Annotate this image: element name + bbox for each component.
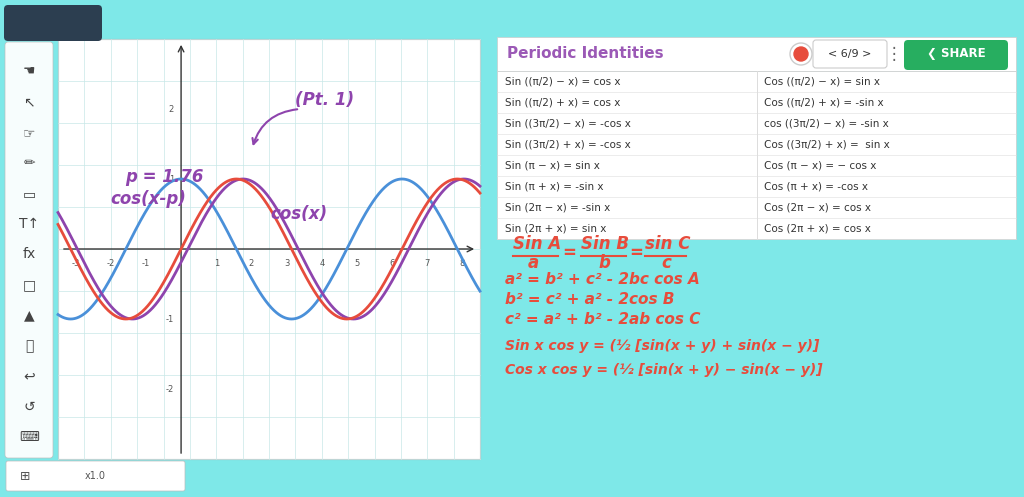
Text: Sin (π − x) = sin x: Sin (π − x) = sin x — [505, 161, 600, 170]
Text: 2: 2 — [249, 259, 254, 268]
Text: Sin x cos y = (½ [sin(x + y) + sin(x − y)]: Sin x cos y = (½ [sin(x + y) + sin(x − y… — [505, 339, 819, 353]
Text: Cos (2π − x) = cos x: Cos (2π − x) = cos x — [765, 202, 871, 213]
FancyBboxPatch shape — [497, 71, 1016, 239]
Text: p = 1.76: p = 1.76 — [125, 168, 204, 186]
FancyBboxPatch shape — [813, 40, 887, 68]
Text: < 6/9 >: < 6/9 > — [828, 49, 871, 59]
Text: 7: 7 — [425, 259, 430, 268]
Text: ↺: ↺ — [24, 400, 35, 414]
Text: Sin ((π/2) + x) = cos x: Sin ((π/2) + x) = cos x — [505, 97, 621, 107]
Text: Sin ((π/2) − x) = cos x: Sin ((π/2) − x) = cos x — [505, 77, 621, 86]
Text: cos(x): cos(x) — [270, 205, 327, 223]
Text: Cos (π − x) = − cos x: Cos (π − x) = − cos x — [765, 161, 877, 170]
FancyBboxPatch shape — [58, 39, 480, 459]
Text: fx: fx — [23, 248, 36, 261]
FancyBboxPatch shape — [6, 461, 185, 491]
Text: a: a — [528, 254, 540, 272]
Text: □: □ — [23, 278, 36, 292]
Text: (Pt. 1): (Pt. 1) — [295, 91, 354, 109]
Text: -1: -1 — [166, 315, 174, 324]
Text: Cos (2π + x) = cos x: Cos (2π + x) = cos x — [765, 224, 871, 234]
Text: ↩: ↩ — [24, 369, 35, 383]
Text: c² = a² + b² - 2ab cos C: c² = a² + b² - 2ab cos C — [505, 312, 700, 327]
Text: ⌂  HOME: ⌂ HOME — [27, 18, 80, 28]
Text: Sin A: Sin A — [513, 235, 561, 253]
Text: Cos ((3π/2) + x) =  sin x: Cos ((3π/2) + x) = sin x — [765, 140, 890, 150]
FancyBboxPatch shape — [904, 40, 1008, 70]
FancyBboxPatch shape — [497, 37, 1016, 71]
Text: Sin (π + x) = -sin x: Sin (π + x) = -sin x — [505, 181, 603, 191]
Text: ❮ SHARE: ❮ SHARE — [927, 48, 985, 61]
Text: ✏: ✏ — [24, 156, 35, 170]
Text: Sin (2π − x) = -sin x: Sin (2π − x) = -sin x — [505, 202, 610, 213]
Text: ▲: ▲ — [24, 308, 35, 323]
Text: =: = — [629, 244, 643, 262]
Text: Cos x cos y = (½ [sin(x + y) − sin(x − y)]: Cos x cos y = (½ [sin(x + y) − sin(x − y… — [505, 363, 822, 377]
Text: Sin B: Sin B — [581, 235, 629, 253]
Text: Sin ((3π/2) − x) = -cos x: Sin ((3π/2) − x) = -cos x — [505, 118, 631, 129]
Text: a² = b² + c² - 2bc cos A: a² = b² + c² - 2bc cos A — [505, 272, 699, 287]
Text: Periodic Identities: Periodic Identities — [507, 47, 664, 62]
Text: ↖: ↖ — [24, 95, 35, 109]
Circle shape — [794, 47, 808, 61]
Text: b: b — [598, 254, 610, 272]
Circle shape — [790, 43, 812, 65]
Text: Cos ((π/2) + x) = -sin x: Cos ((π/2) + x) = -sin x — [765, 97, 884, 107]
Text: ☞: ☞ — [23, 126, 35, 140]
Text: c: c — [662, 254, 671, 272]
Text: T↑: T↑ — [18, 217, 39, 231]
Text: 1: 1 — [169, 174, 174, 183]
Text: Sin (2π + x) = sin x: Sin (2π + x) = sin x — [505, 224, 606, 234]
Text: -1: -1 — [141, 259, 151, 268]
Text: 4: 4 — [319, 259, 325, 268]
Text: Cos ((π/2) − x) = sin x: Cos ((π/2) − x) = sin x — [765, 77, 881, 86]
Text: 6: 6 — [389, 259, 395, 268]
Text: 2: 2 — [169, 104, 174, 113]
Text: -2: -2 — [106, 259, 115, 268]
Text: 8: 8 — [460, 259, 465, 268]
Text: cos(x-p): cos(x-p) — [110, 190, 186, 208]
Text: 5: 5 — [354, 259, 359, 268]
Text: 1: 1 — [214, 259, 219, 268]
FancyBboxPatch shape — [5, 42, 53, 458]
Text: ⋮: ⋮ — [886, 45, 902, 63]
FancyBboxPatch shape — [4, 5, 102, 41]
Text: 📷: 📷 — [25, 339, 33, 353]
Text: ⌨: ⌨ — [19, 430, 39, 444]
Text: -3: -3 — [72, 259, 80, 268]
Text: ▭: ▭ — [23, 187, 36, 201]
Text: Sin ((3π/2) + x) = -cos x: Sin ((3π/2) + x) = -cos x — [505, 140, 631, 150]
Text: b² = c² + a² - 2cos B: b² = c² + a² - 2cos B — [505, 292, 675, 307]
Text: cos ((3π/2) − x) = -sin x: cos ((3π/2) − x) = -sin x — [765, 118, 889, 129]
Text: x1.0: x1.0 — [85, 471, 105, 481]
Text: 3: 3 — [284, 259, 289, 268]
Text: ☚: ☚ — [23, 65, 35, 79]
Text: ⊞: ⊞ — [19, 470, 31, 483]
Text: Cos (π + x) = -cos x: Cos (π + x) = -cos x — [765, 181, 868, 191]
Text: =: = — [562, 244, 575, 262]
Text: sin C: sin C — [645, 235, 690, 253]
Text: -2: -2 — [166, 385, 174, 394]
